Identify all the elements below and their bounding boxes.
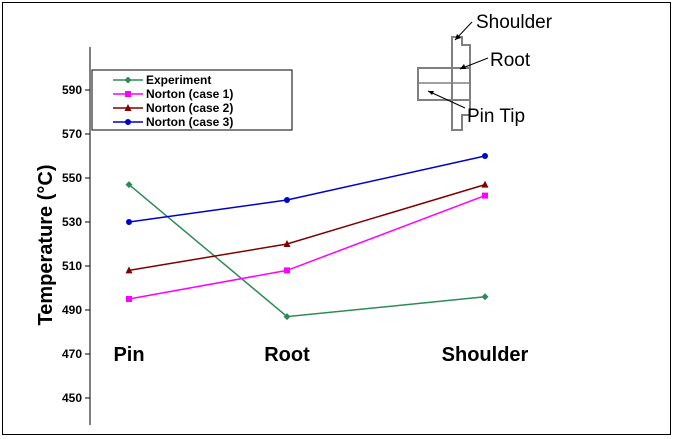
y-tick-label: 570 — [62, 127, 82, 141]
pin-tip-pointer — [427, 90, 466, 109]
data-point — [481, 180, 489, 188]
pin-tip-arrow-icon — [428, 91, 434, 95]
data-point — [125, 266, 133, 274]
tool-inset-diagram: Shoulder Root Pin Tip — [417, 12, 553, 131]
shoulder-arrow-icon — [455, 34, 461, 40]
inset-label-shoulder: Shoulder — [476, 12, 553, 33]
data-point — [125, 119, 131, 125]
inset-label-pin-tip: Pin Tip — [467, 106, 525, 127]
series-line — [126, 153, 488, 225]
category-label: Pin — [113, 344, 144, 366]
series-line — [125, 180, 489, 274]
tool-outline — [451, 36, 471, 131]
data-point — [125, 181, 133, 189]
y-axis-label: Temperature (°C) — [35, 165, 57, 326]
series-line — [125, 181, 489, 321]
series-line — [126, 192, 488, 302]
series-path — [128, 183, 486, 272]
y-tick-label: 510 — [62, 259, 82, 273]
data-point — [482, 153, 488, 159]
y-tick-label: 590 — [62, 83, 82, 97]
legend-item: Experiment — [113, 73, 211, 87]
y-tick-label: 450 — [62, 391, 82, 405]
legend-label: Norton (case 1) — [146, 87, 233, 101]
category-labels: Pin Root Shoulder — [113, 344, 528, 366]
data-point — [284, 197, 290, 203]
chart-frame — [2, 2, 671, 435]
data-point — [124, 104, 132, 111]
inset-label-root: Root — [490, 50, 531, 71]
data-point — [124, 76, 132, 84]
y-tick-label: 550 — [62, 171, 82, 185]
category-label: Root — [264, 344, 310, 366]
y-tick-label: 490 — [62, 303, 82, 317]
legend-item: Norton (case 2) — [113, 101, 233, 115]
root-arrow-icon — [460, 64, 466, 69]
y-tick-label: 530 — [62, 215, 82, 229]
legend-label: Norton (case 3) — [146, 115, 233, 129]
data-point — [283, 313, 291, 321]
data-point — [283, 240, 291, 247]
data-point — [126, 296, 132, 302]
series-path — [128, 184, 486, 318]
data-point — [126, 219, 132, 225]
legend-item: Norton (case 3) — [113, 115, 233, 129]
data-point — [482, 192, 488, 199]
series-path — [128, 155, 486, 223]
axes — [85, 47, 91, 425]
pin-outline — [417, 67, 471, 101]
series-group — [125, 153, 489, 321]
legend-label: Experiment — [146, 73, 211, 87]
category-label: Shoulder — [442, 344, 529, 366]
y-tick-labels: 450 470 490 510 530 550 570 590 — [62, 83, 82, 405]
y-tick-label: 470 — [62, 347, 82, 361]
data-point — [481, 293, 489, 301]
data-point — [125, 91, 131, 97]
data-point — [284, 267, 290, 274]
legend-label: Norton (case 2) — [146, 101, 233, 115]
legend-item: Norton (case 1) — [113, 87, 233, 101]
series-path — [128, 194, 486, 300]
